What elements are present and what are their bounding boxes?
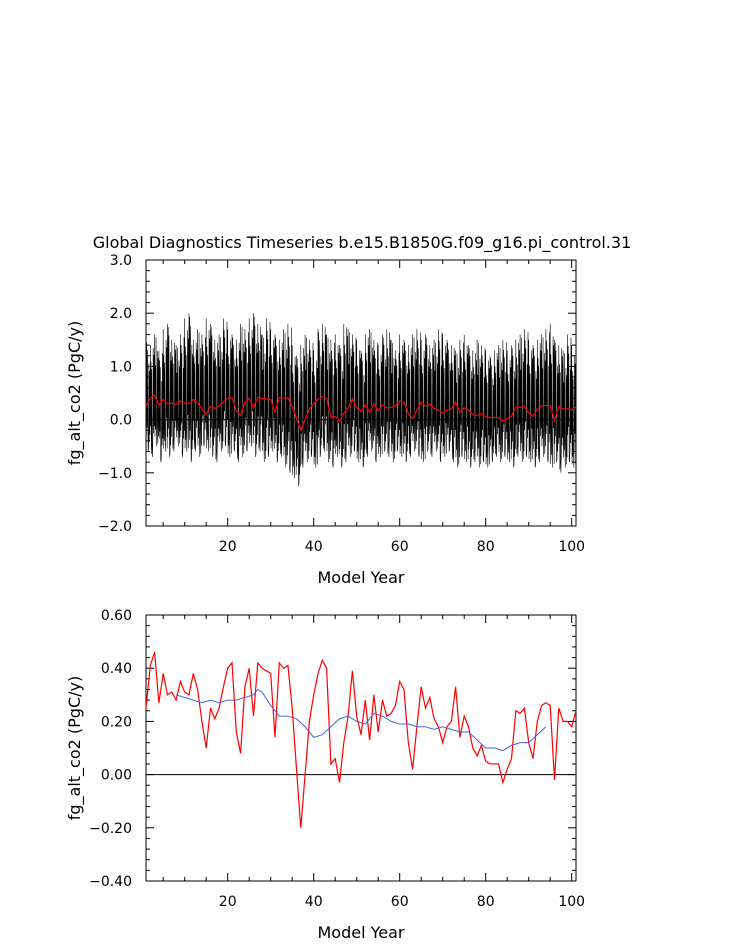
- running-series-line: [175, 688, 547, 752]
- y-tick-label: 1.0: [110, 359, 132, 375]
- y-tick-label: −2.0: [98, 519, 132, 535]
- chart-title: Global Diagnostics Timeseries b.e15.B185…: [93, 233, 632, 253]
- y-axis-label: fg_alt_co2 (PgC/y): [65, 321, 85, 465]
- x-tick-label: 40: [305, 539, 323, 555]
- annual-series-line: [145, 652, 577, 828]
- annual-series-line: [145, 394, 577, 432]
- x-tick-label: 80: [477, 539, 495, 555]
- y-tick-label: −1.0: [98, 466, 132, 482]
- plot-frame: [145, 614, 577, 882]
- y-tick-label: 0.0: [110, 413, 132, 429]
- annual-running-panel: 20 40 60 80 100 −0.40 −0.20 0.00 0.20 0.40 0.60 Mod…: [65, 608, 585, 942]
- x-tick-label: 100: [558, 539, 585, 555]
- y-tick-label: 0.40: [101, 661, 132, 677]
- monthly-series-line: [145, 313, 576, 487]
- x-tick-label: 40: [305, 894, 323, 910]
- x-tick-label: 60: [391, 894, 409, 910]
- y-tick-label: −0.20: [89, 821, 132, 837]
- x-tick-label: 60: [391, 539, 409, 555]
- y-tick-label: 0.60: [101, 608, 132, 624]
- y-tick-label: 3.0: [110, 253, 132, 269]
- y-tick-label: −0.40: [89, 874, 132, 890]
- y-tick-label: 0.00: [101, 768, 132, 784]
- x-tick-label: 20: [219, 894, 237, 910]
- x-tick-label: 80: [477, 894, 495, 910]
- monthly-annual-panel: 20 40 60 80 100 −2.0 −1.0 0.0 1.0 2.0 3.0 Model Yea…: [65, 253, 585, 587]
- x-tick-label: 20: [219, 539, 237, 555]
- x-axis-label: Model Year: [318, 568, 405, 587]
- x-axis-label: Model Year: [318, 923, 405, 942]
- y-tick-label: 0.20: [101, 714, 132, 730]
- y-axis-label: fg_alt_co2 (PgC/y): [65, 676, 85, 820]
- x-tick-label: 100: [558, 894, 585, 910]
- y-tick-label: 2.0: [110, 306, 132, 322]
